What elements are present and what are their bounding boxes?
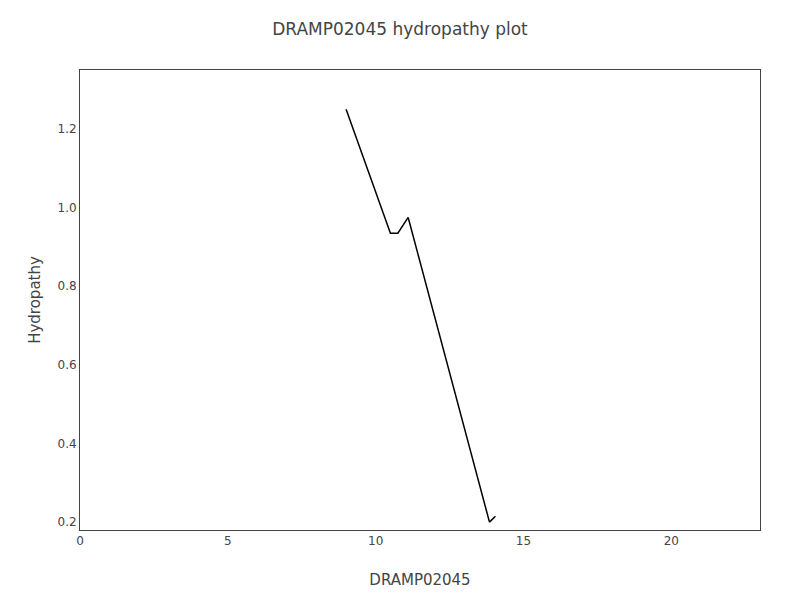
svg-text:1.2: 1.2 (58, 122, 77, 136)
svg-text:Hydropathy: Hydropathy (26, 256, 44, 344)
svg-text:0: 0 (76, 534, 84, 548)
svg-text:20: 20 (664, 534, 679, 548)
svg-text:15: 15 (516, 534, 531, 548)
svg-text:0.2: 0.2 (58, 515, 77, 529)
svg-text:10: 10 (368, 534, 383, 548)
svg-text:0.8: 0.8 (58, 279, 77, 293)
svg-text:0.6: 0.6 (58, 358, 77, 372)
svg-text:DRAMP02045 hydropathy plot: DRAMP02045 hydropathy plot (272, 19, 528, 39)
svg-text:0.4: 0.4 (58, 437, 77, 451)
svg-text:DRAMP02045: DRAMP02045 (369, 571, 470, 589)
svg-text:1.0: 1.0 (58, 201, 77, 215)
svg-text:5: 5 (224, 534, 232, 548)
